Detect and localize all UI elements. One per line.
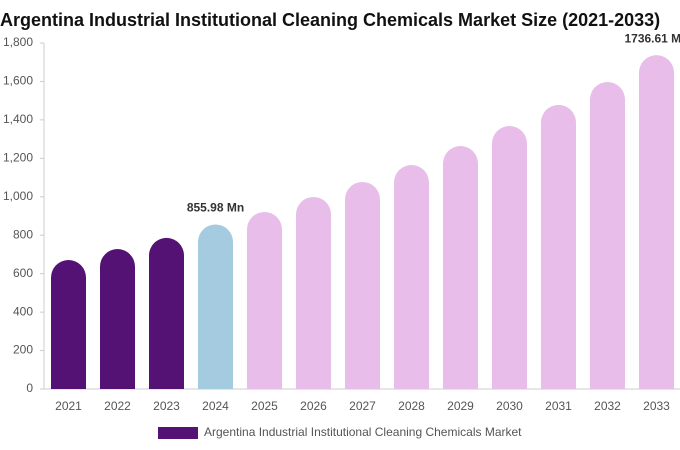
bar [639,55,674,389]
x-tick-label: 2021 [55,399,82,413]
x-tick-label: 2033 [643,399,670,413]
y-tick-label: 1,400 [3,112,33,126]
bar [296,196,331,389]
x-tick-label: 2025 [251,399,278,413]
y-tick-label: 200 [13,343,33,357]
y-tick-label: 1,800 [3,35,33,49]
bar [492,126,527,389]
x-tick-label: 2024 [202,399,229,413]
y-tick-label: 400 [13,304,33,318]
y-tick-label: 600 [13,266,33,280]
data-label: 855.98 Mn [187,201,244,215]
legend-label: Argentina Industrial Institutional Clean… [204,425,522,439]
x-tick-label: 2031 [545,399,572,413]
bar [394,165,429,389]
bar [590,82,625,389]
bar [247,211,282,389]
bar [198,224,233,389]
x-tick-label: 2029 [447,399,474,413]
x-tick-label: 2027 [349,399,376,413]
bar [149,237,184,389]
bar [443,146,478,389]
x-tick-label: 2032 [594,399,621,413]
y-tick-label: 0 [26,381,33,395]
bar [541,104,576,389]
y-tick-label: 1,200 [3,151,33,165]
bar [345,181,380,389]
y-tick-label: 800 [13,227,33,241]
chart-title: Argentina Industrial Institutional Clean… [0,10,660,30]
bar [51,260,86,389]
x-tick-label: 2022 [104,399,131,413]
x-tick-label: 2026 [300,399,327,413]
y-tick-label: 1,600 [3,74,33,88]
data-label: 1736.61 Mn [624,31,680,45]
y-tick-label: 1,000 [3,189,33,203]
x-tick-label: 2028 [398,399,425,413]
bar [100,249,135,389]
legend-swatch [158,427,198,439]
x-tick-label: 2023 [153,399,180,413]
x-tick-label: 2030 [496,399,523,413]
